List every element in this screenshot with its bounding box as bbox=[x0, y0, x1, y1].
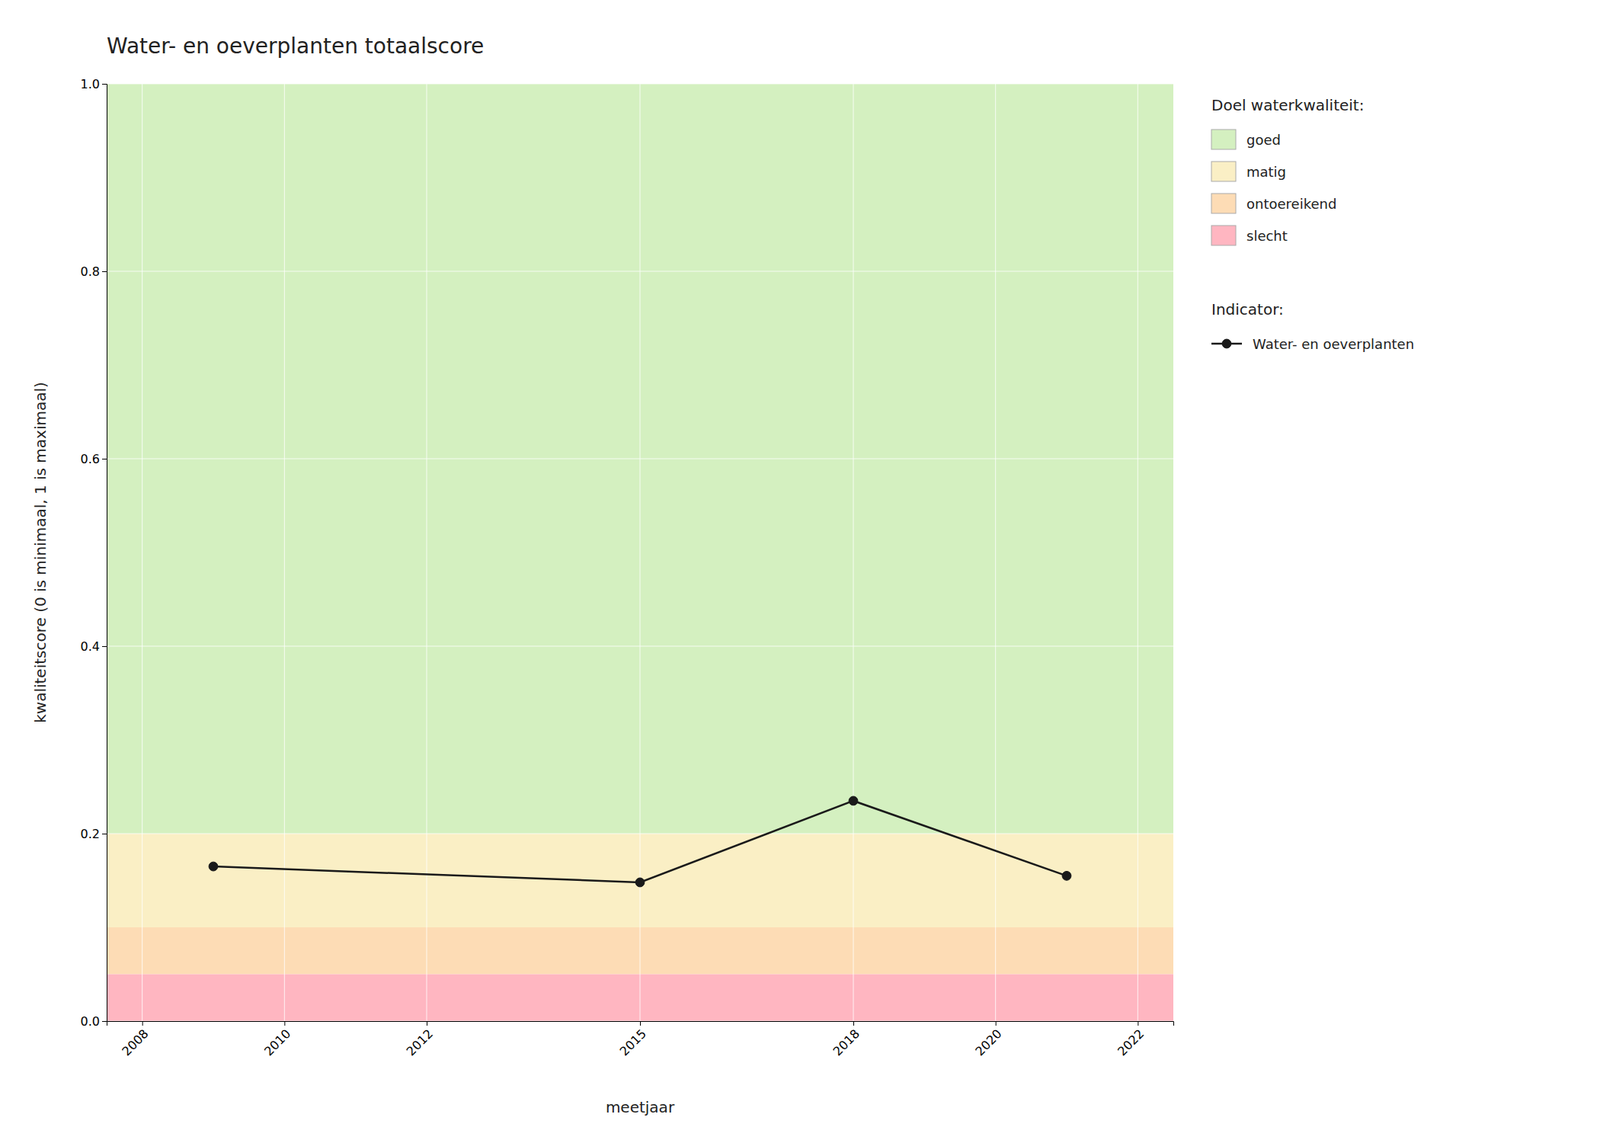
zone-legend-title: Doel waterkwaliteit: bbox=[1211, 96, 1364, 115]
y-tick-label: 0.2 bbox=[80, 826, 100, 842]
series-legend-marker bbox=[1222, 339, 1232, 349]
series-legend-label: Water- en oeverplanten bbox=[1252, 336, 1415, 352]
grid-line-x bbox=[1137, 83, 1139, 1021]
grid-line-x bbox=[995, 83, 996, 1021]
grid-line-y bbox=[106, 271, 1174, 272]
zone-legend-label: matig bbox=[1246, 163, 1287, 180]
zone-legend-item: slecht bbox=[1211, 225, 1288, 246]
zone-legend-label: ontoereikend bbox=[1246, 195, 1337, 212]
series-point bbox=[848, 796, 858, 806]
y-tick-label: 1.0 bbox=[80, 76, 100, 92]
legend: Doel waterkwaliteit: goed matig ontoereiken… bbox=[1211, 96, 1415, 352]
y-tick: 0.4 bbox=[80, 639, 107, 654]
chart-container: 2008 2010 2012 2015 2018 2020 2022 0.0 0.2 0.4 0.6… bbox=[0, 0, 1600, 1143]
series-line bbox=[213, 800, 1067, 883]
x-tick-label: 2012 bbox=[403, 1026, 436, 1059]
y-axis-title: kwaliteitscore (0 is minimaal, 1 is maxi… bbox=[31, 381, 50, 724]
x-tick: 2012 bbox=[403, 1020, 436, 1059]
series-group bbox=[208, 796, 1072, 887]
grid-line-x bbox=[284, 83, 285, 1021]
y-tick-label: 0.6 bbox=[80, 451, 100, 467]
x-tick: 2015 bbox=[617, 1020, 650, 1059]
zone-legend-swatch bbox=[1211, 193, 1236, 214]
x-tick: 2008 bbox=[118, 1020, 151, 1059]
y-tick-mark bbox=[102, 646, 107, 647]
x-tick: 2010 bbox=[261, 1020, 294, 1059]
zone-legend-swatch bbox=[1211, 161, 1236, 182]
y-tick: 0.2 bbox=[80, 826, 107, 842]
zone-legend-swatch bbox=[1211, 225, 1236, 246]
grid-line-x bbox=[426, 83, 428, 1021]
x-axis: 2008 2010 2012 2015 2018 2020 2022 bbox=[107, 1020, 1175, 1059]
zone-legend-label: goed bbox=[1246, 131, 1281, 148]
x-axis-line bbox=[107, 1021, 1175, 1027]
plot-area: 2008 2010 2012 2015 2018 2020 2022 0.0 0.2 0.4 0.6… bbox=[80, 76, 1175, 1060]
x-tick-mark bbox=[640, 1020, 641, 1026]
series-legend-title: Indicator: bbox=[1211, 300, 1284, 319]
series-point bbox=[1062, 870, 1072, 880]
y-tick-mark bbox=[102, 458, 107, 460]
y-tick-label: 0.8 bbox=[80, 264, 100, 279]
zone-legend-item: goed bbox=[1211, 129, 1281, 150]
x-tick-mark bbox=[142, 1020, 144, 1026]
x-tick: 2022 bbox=[1114, 1020, 1147, 1059]
y-tick-mark bbox=[102, 833, 107, 835]
series-legend-item: Water- en oeverplanten bbox=[1211, 336, 1415, 352]
zone-legend-item: matig bbox=[1211, 161, 1287, 182]
y-tick: 0.6 bbox=[80, 451, 107, 467]
grid-line-y bbox=[106, 458, 1174, 460]
grid-line-y bbox=[106, 1020, 1174, 1022]
y-axis: 0.0 0.2 0.4 0.6 0.8 1.0 bbox=[80, 76, 108, 1029]
x-tick-label: 2010 bbox=[261, 1026, 294, 1059]
y-tick: 1.0 bbox=[80, 76, 107, 92]
y-tick-mark bbox=[102, 271, 107, 272]
grid-line-x bbox=[141, 83, 143, 1021]
grid-line-y bbox=[106, 646, 1174, 647]
zone-legend-item: ontoereikend bbox=[1211, 193, 1337, 214]
grid-line-x bbox=[853, 83, 855, 1021]
x-tick-mark bbox=[853, 1020, 855, 1026]
x-tick-mark bbox=[995, 1020, 997, 1026]
grid bbox=[106, 83, 1174, 1021]
grid-line-y bbox=[106, 83, 1174, 85]
y-tick-label: 0.0 bbox=[80, 1014, 100, 1029]
chart-title: Water- en oeverplanten totaalscore bbox=[106, 33, 484, 59]
x-tick-label: 2020 bbox=[972, 1026, 1005, 1059]
zones bbox=[106, 83, 1174, 1021]
chart-svg: 2008 2010 2012 2015 2018 2020 2022 0.0 0.2 0.4 0.6… bbox=[0, 0, 1600, 1143]
x-tick-label: 2018 bbox=[830, 1026, 863, 1059]
x-tick-label: 2008 bbox=[118, 1026, 151, 1059]
grid-line-y bbox=[106, 833, 1174, 835]
series-point bbox=[208, 861, 218, 871]
y-tick-label: 0.4 bbox=[80, 639, 100, 654]
x-axis-title: meetjaar bbox=[605, 1097, 676, 1117]
x-tick-mark bbox=[1137, 1020, 1139, 1026]
y-tick: 0.0 bbox=[80, 1014, 107, 1029]
zone-legend-label: slecht bbox=[1246, 227, 1288, 244]
x-tick-mark bbox=[284, 1020, 285, 1026]
y-tick-mark bbox=[102, 1020, 107, 1022]
y-tick: 0.8 bbox=[80, 264, 107, 279]
series-point bbox=[635, 877, 645, 887]
x-tick: 2018 bbox=[830, 1020, 863, 1059]
zone-legend-swatch bbox=[1211, 129, 1236, 150]
x-tick-mark bbox=[426, 1020, 428, 1026]
plot-clip-group bbox=[106, 83, 1174, 1021]
x-tick: 2020 bbox=[972, 1020, 1005, 1059]
x-tick-label: 2015 bbox=[617, 1026, 650, 1059]
x-tick-label: 2022 bbox=[1114, 1026, 1147, 1059]
y-tick-mark bbox=[102, 83, 107, 85]
y-axis-line bbox=[102, 84, 108, 1022]
